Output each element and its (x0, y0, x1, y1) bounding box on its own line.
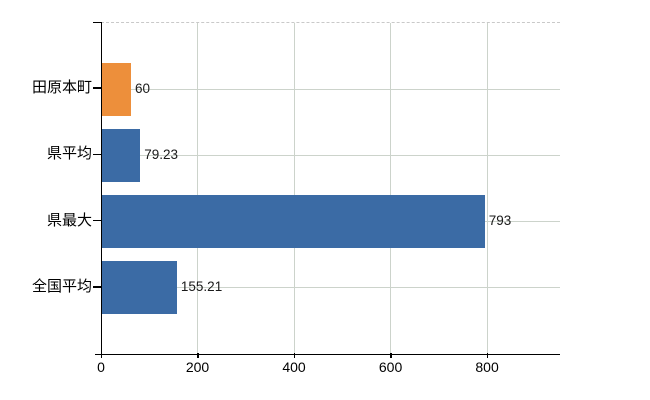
y-axis-tick (93, 219, 101, 222)
x-axis-tick (390, 353, 392, 358)
y-axis-top-cap (93, 21, 102, 23)
y-axis-tick (93, 153, 101, 156)
bar (102, 195, 485, 249)
bar (102, 62, 131, 116)
bar-value-label: 155.21 (180, 279, 223, 295)
category-label: 田原本町 (31, 79, 92, 97)
gridline-vertical (293, 23, 295, 354)
bar-value-label: 79.23 (144, 146, 179, 162)
x-tick-label: 200 (185, 359, 210, 375)
gridline-horizontal (102, 287, 560, 289)
x-axis-left-cap (95, 353, 101, 355)
x-tick-label: 0 (97, 359, 105, 375)
x-axis-tick (100, 353, 102, 358)
bar-value-label: 793 (488, 213, 512, 229)
x-axis-tick (197, 353, 199, 358)
bar-value-label: 60 (134, 80, 150, 96)
bar (102, 128, 141, 182)
x-tick-label: 600 (378, 359, 403, 375)
x-axis-tick (293, 353, 296, 358)
y-axis-tick (93, 87, 101, 89)
category-label: 県平均 (46, 145, 92, 163)
gridline-horizontal (102, 154, 560, 156)
category-label: 県最大 (46, 211, 92, 229)
gridline-vertical (197, 23, 199, 354)
x-tick-label: 800 (475, 359, 499, 375)
gridline-vertical (486, 23, 488, 354)
gridline-vertical (390, 23, 392, 354)
bar (102, 261, 177, 315)
x-tick-label: 400 (282, 359, 306, 375)
category-label: 全国平均 (31, 277, 92, 295)
gridline-horizontal (102, 88, 560, 90)
x-axis-tick (486, 353, 489, 358)
y-axis-tick (93, 286, 101, 288)
plot-area: 60 79.23 793 155.21 (101, 22, 560, 355)
